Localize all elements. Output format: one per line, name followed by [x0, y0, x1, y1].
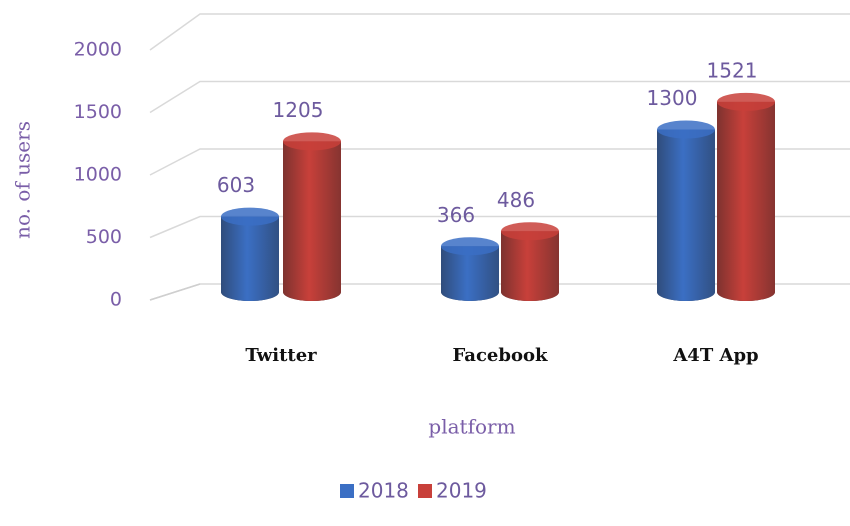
floor — [149, 283, 201, 301]
bar — [283, 141, 341, 301]
bar — [501, 231, 559, 301]
bar — [221, 216, 279, 301]
bar-top — [717, 92, 775, 111]
bar-top — [283, 132, 341, 151]
grid-line — [149, 13, 850, 51]
x-tick-label: Twitter — [245, 345, 317, 366]
y-tick-label: 500 — [86, 226, 122, 248]
legend-swatch — [340, 484, 354, 498]
data-label: 1521 — [707, 58, 758, 82]
bar-top — [657, 120, 715, 139]
x-axis-label: platform — [428, 415, 515, 439]
x-tick-label: A4T App — [672, 345, 758, 366]
y-axis-label: no. of users — [11, 121, 35, 239]
y-tick-label: 1500 — [74, 101, 122, 123]
bar — [657, 129, 715, 301]
data-label: 603 — [217, 173, 255, 197]
legend-label: 2019 — [436, 479, 487, 503]
y-tick-label: 1000 — [74, 164, 122, 186]
data-label: 486 — [497, 188, 535, 212]
grid-line — [149, 215, 850, 239]
data-label: 1300 — [647, 86, 698, 110]
bar-top — [501, 222, 559, 241]
legend-swatch — [418, 484, 432, 498]
x-tick-label: Facebook — [453, 345, 548, 366]
bar — [441, 246, 499, 301]
y-tick-label: 0 — [110, 289, 122, 311]
bar-top — [221, 207, 279, 226]
y-tick-label: 2000 — [74, 39, 122, 61]
bar — [717, 101, 775, 301]
bar-top — [441, 237, 499, 256]
data-label: 1205 — [273, 98, 324, 122]
legend-label: 2018 — [358, 479, 409, 503]
data-label: 366 — [437, 203, 475, 227]
grid-line — [149, 80, 850, 114]
grid-line — [149, 148, 850, 176]
